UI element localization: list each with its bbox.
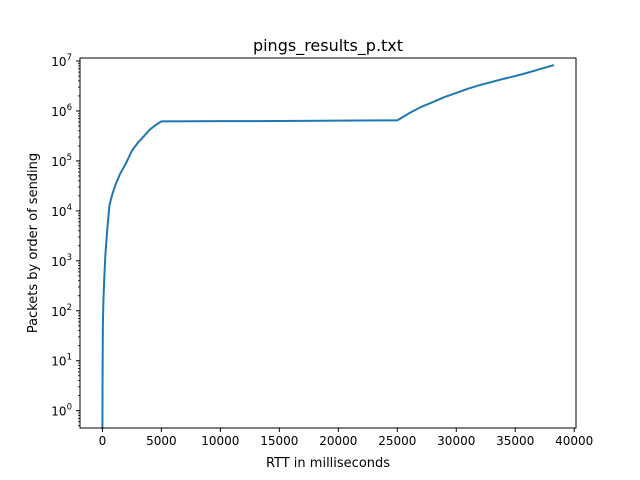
x-tick-label: 35000	[496, 434, 534, 448]
y-tick-label-base: 10	[51, 255, 66, 269]
series-line-0	[101, 64, 555, 430]
y-tick-label: 107	[51, 53, 72, 69]
y-tick-label-base: 10	[51, 105, 66, 119]
y-tick-label-base: 10	[51, 405, 66, 419]
y-tick-label-exponent: 7	[67, 53, 72, 63]
y-tick-label-base: 10	[51, 55, 66, 69]
y-tick-label-exponent: 4	[67, 203, 72, 213]
x-axis-ticks: 0 5000 10000 15000 20000 25000 30000 35000 40000	[99, 428, 593, 448]
x-tick-label: 5000	[146, 434, 177, 448]
y-tick-label: 106	[51, 103, 72, 119]
x-tick-label: 40000	[555, 434, 593, 448]
y-tick-label-exponent: 5	[67, 153, 72, 163]
y-tick-label-exponent: 6	[67, 103, 72, 113]
x-tick-label: 10000	[201, 434, 239, 448]
plot-frame	[79, 57, 577, 429]
y-tick-label: 105	[51, 153, 72, 169]
y-tick-label-exponent: 3	[67, 253, 72, 263]
y-tick-label-base: 10	[51, 155, 66, 169]
y-tick-label: 101	[51, 353, 72, 369]
y-tick-label: 104	[51, 203, 72, 219]
x-tick-label: 15000	[260, 434, 298, 448]
chart-title: pings_results_p.txt	[253, 36, 403, 56]
y-tick-label-exponent: 1	[67, 353, 72, 363]
y-axis-label: Packets by order of sending	[26, 153, 41, 333]
plot-area	[80, 58, 576, 428]
y-tick-label-exponent: 0	[67, 403, 72, 413]
y-tick-label-base: 10	[51, 355, 66, 369]
y-tick-label-base: 10	[51, 205, 66, 219]
x-tick-label: 30000	[437, 434, 475, 448]
x-tick-label: 0	[99, 434, 107, 448]
y-tick-label: 102	[51, 303, 72, 319]
series-layer	[101, 64, 555, 430]
y-tick-label-exponent: 2	[67, 303, 72, 313]
x-axis-label: RTT in milliseconds	[266, 456, 390, 471]
x-tick-label: 25000	[378, 434, 416, 448]
y-tick-label: 103	[51, 253, 72, 269]
y-tick-label-base: 10	[51, 305, 66, 319]
x-tick-label: 20000	[319, 434, 357, 448]
y-tick-label: 100	[51, 403, 72, 419]
